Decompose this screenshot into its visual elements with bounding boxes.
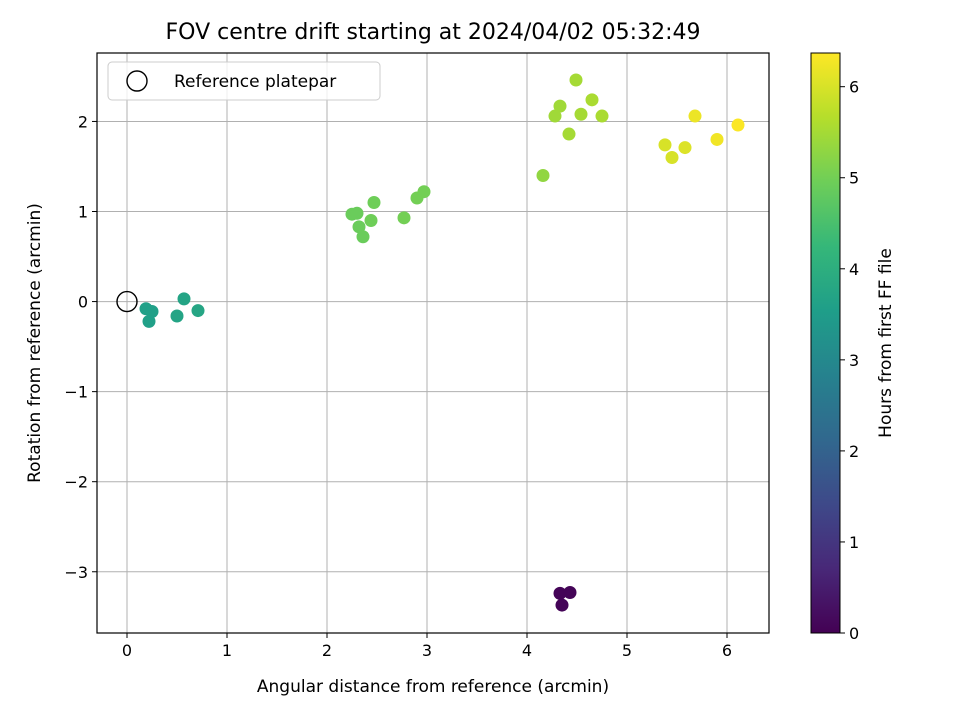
data-point bbox=[563, 585, 577, 599]
data-point bbox=[555, 598, 569, 612]
reference-marker bbox=[116, 290, 138, 313]
chart-title: FOV centre drift starting at 2024/04/02 … bbox=[166, 20, 701, 45]
y-tick-label: −3 bbox=[64, 563, 88, 582]
colorbar-tick-label: 0 bbox=[849, 624, 859, 643]
legend: Reference platepar bbox=[107, 61, 381, 101]
data-point bbox=[536, 168, 550, 182]
y-tick-label: 2 bbox=[78, 112, 88, 131]
colorbar-tick-label: 4 bbox=[849, 260, 859, 279]
grid-lines bbox=[97, 53, 769, 633]
x-tick-label: 0 bbox=[122, 641, 132, 660]
legend-box bbox=[107, 61, 381, 101]
colorbar-label: Hours from first FF file bbox=[876, 248, 896, 438]
plot-frame bbox=[96, 52, 770, 634]
data-point bbox=[553, 586, 567, 600]
data-points bbox=[139, 73, 745, 612]
data-point bbox=[569, 73, 583, 87]
colorbar-tick-label: 3 bbox=[849, 351, 859, 370]
x-tick-label: 4 bbox=[522, 641, 532, 660]
data-point bbox=[658, 138, 672, 152]
data-point bbox=[731, 118, 745, 132]
reference-platepar-marker bbox=[116, 290, 138, 313]
colorbar-tick-label: 5 bbox=[849, 169, 859, 188]
data-point bbox=[397, 211, 411, 225]
data-point bbox=[688, 109, 702, 123]
y-axis-label: Rotation from reference (arcmin) bbox=[25, 203, 45, 483]
data-point bbox=[170, 309, 184, 323]
data-point bbox=[553, 99, 567, 113]
data-point bbox=[145, 304, 159, 318]
data-point bbox=[585, 93, 599, 107]
colorbar-ticks: 0 1 2 3 4 5 6 bbox=[840, 78, 859, 643]
data-point bbox=[678, 141, 692, 155]
y-tick-label: −2 bbox=[64, 473, 88, 492]
x-axis-label: Angular distance from reference (arcmin) bbox=[257, 677, 609, 697]
x-tick-label: 5 bbox=[622, 641, 632, 660]
data-point bbox=[364, 214, 378, 228]
data-point bbox=[191, 304, 205, 318]
y-axis-ticks: −3 −2 −1 0 1 2 bbox=[64, 112, 97, 582]
x-tick-label: 1 bbox=[222, 641, 232, 660]
colorbar-tick-label: 1 bbox=[849, 533, 859, 552]
data-point bbox=[352, 220, 366, 234]
data-point bbox=[142, 314, 156, 328]
data-point bbox=[417, 185, 431, 199]
data-point bbox=[665, 150, 679, 164]
y-tick-label: 1 bbox=[78, 203, 88, 222]
data-point bbox=[574, 107, 588, 121]
data-point bbox=[595, 109, 609, 123]
y-tick-label: 0 bbox=[78, 293, 88, 312]
data-point bbox=[367, 196, 381, 210]
data-point bbox=[562, 127, 576, 141]
x-tick-label: 6 bbox=[722, 641, 732, 660]
data-point bbox=[710, 132, 724, 146]
x-tick-label: 2 bbox=[322, 641, 332, 660]
x-tick-label: 3 bbox=[422, 641, 432, 660]
legend-entry-label: Reference platepar bbox=[174, 72, 336, 92]
y-tick-label: −1 bbox=[64, 383, 88, 402]
colorbar-tick-label: 6 bbox=[849, 78, 859, 97]
data-point bbox=[177, 292, 191, 306]
colorbar bbox=[810, 52, 841, 634]
legend-open-circle-icon bbox=[126, 70, 148, 92]
x-axis-ticks: 0 1 2 3 4 5 6 bbox=[122, 633, 732, 660]
colorbar-tick-label: 2 bbox=[849, 442, 859, 461]
data-point bbox=[356, 230, 370, 244]
data-point bbox=[548, 109, 562, 123]
data-point bbox=[350, 206, 364, 220]
